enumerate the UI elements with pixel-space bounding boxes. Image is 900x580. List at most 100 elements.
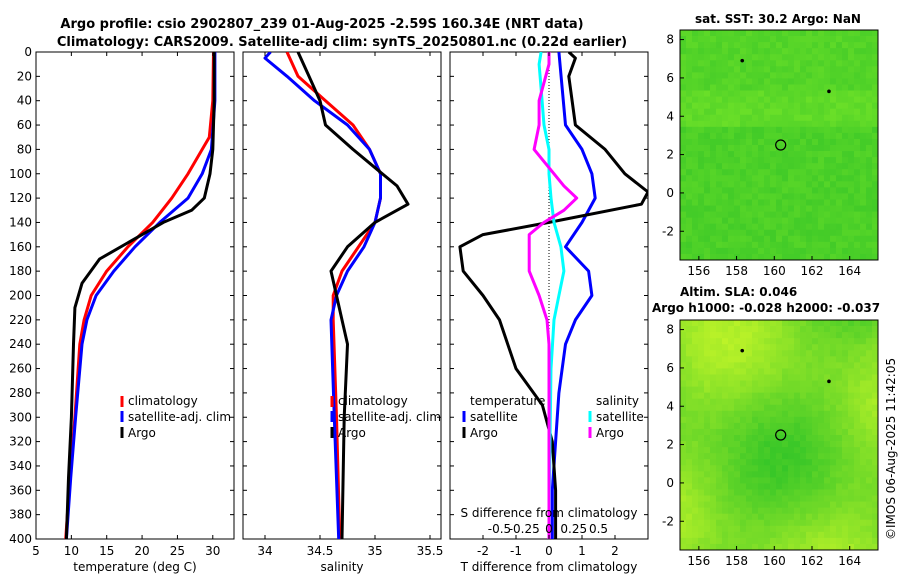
map-x-tick-label: 156 [687, 264, 710, 278]
map-cell [698, 543, 705, 550]
map-cell [770, 380, 777, 387]
map-cell [824, 525, 831, 533]
map-cell [740, 205, 747, 212]
map-cell [764, 471, 771, 478]
map-cell [722, 114, 729, 122]
map-cell [824, 175, 831, 182]
map-cell [800, 465, 807, 472]
map-cell [848, 90, 855, 97]
map-cell [728, 392, 735, 400]
map-cell [752, 531, 759, 539]
map-cell [710, 169, 717, 176]
map-cell [758, 404, 765, 412]
map-cell [812, 120, 819, 128]
map-cell [698, 253, 705, 260]
map-cell [860, 435, 867, 442]
map-cell [734, 489, 741, 496]
temperature-axes [35, 51, 235, 540]
map-cell [698, 169, 705, 176]
map-cell [734, 132, 741, 140]
map-cell [812, 132, 819, 140]
map-cell [728, 102, 735, 110]
map-cell [818, 217, 825, 225]
map-cell [692, 241, 699, 249]
map-cell [776, 217, 783, 225]
map-cell [692, 416, 699, 424]
map-cell [764, 126, 771, 134]
map-cell [686, 72, 693, 79]
map-cell [710, 108, 717, 116]
map-cell [710, 459, 717, 466]
map-cell [686, 247, 693, 255]
map-cell [752, 145, 759, 152]
series-line-t-satellite [550, 52, 597, 539]
map-cell [698, 435, 705, 442]
map-cell [800, 453, 807, 460]
map-cell [728, 108, 735, 116]
map-cell [698, 229, 705, 237]
map-cell [824, 368, 831, 375]
map-cell [704, 241, 711, 249]
map-cell [848, 199, 855, 206]
map-cell [812, 362, 819, 369]
map-cell [746, 368, 753, 375]
map-cell [836, 320, 843, 327]
map-cell [860, 102, 867, 110]
map-cell [848, 132, 855, 140]
map-cell [866, 428, 873, 436]
map-cell [740, 145, 747, 152]
map-cell [788, 157, 795, 164]
map-cell [782, 398, 789, 406]
map-cell [752, 60, 759, 67]
map-cell [728, 60, 735, 67]
map-cell [818, 398, 825, 406]
map-cell [836, 235, 843, 243]
y-tick-label: 40 [17, 94, 32, 108]
map-cell [818, 223, 825, 231]
x-tick-label: 2 [611, 544, 619, 558]
map-cell [704, 416, 711, 424]
map-cell [740, 66, 747, 73]
map-cell [836, 519, 843, 527]
map-cell [860, 477, 867, 484]
map-cell [734, 483, 741, 490]
map-cell [764, 199, 771, 206]
map-cell [866, 187, 873, 194]
map-cell [800, 175, 807, 182]
map-cell [764, 72, 771, 79]
map-cell [686, 501, 693, 509]
map-cell [794, 187, 801, 194]
map-cell [758, 84, 765, 91]
map-cell [692, 72, 699, 79]
map-cell [842, 386, 849, 394]
map-cell [728, 84, 735, 91]
map-cell [680, 447, 687, 454]
map-cell [860, 253, 867, 260]
map-cell [848, 235, 855, 243]
map-cell [824, 386, 831, 394]
map-cell [806, 513, 813, 521]
map-cell [686, 531, 693, 539]
map-cell [752, 66, 759, 73]
map-cell [836, 350, 843, 357]
map-cell [728, 78, 735, 85]
map-cell [764, 495, 771, 502]
map-cell [764, 489, 771, 496]
map-cell [818, 320, 825, 327]
map-cell [830, 181, 837, 188]
map-cell [842, 241, 849, 249]
map-cell [698, 410, 705, 418]
map-cell [842, 392, 849, 400]
map-cell [752, 138, 759, 146]
map-cell [788, 120, 795, 128]
map-cell [806, 471, 813, 478]
map-cell [794, 126, 801, 134]
map-cell [800, 199, 807, 206]
map-cell [866, 36, 873, 43]
map-cell [734, 416, 741, 424]
map-cell [764, 356, 771, 363]
map-cell [692, 187, 699, 194]
map-cell [860, 386, 867, 394]
map-cell [860, 229, 867, 237]
map-cell [722, 501, 729, 509]
